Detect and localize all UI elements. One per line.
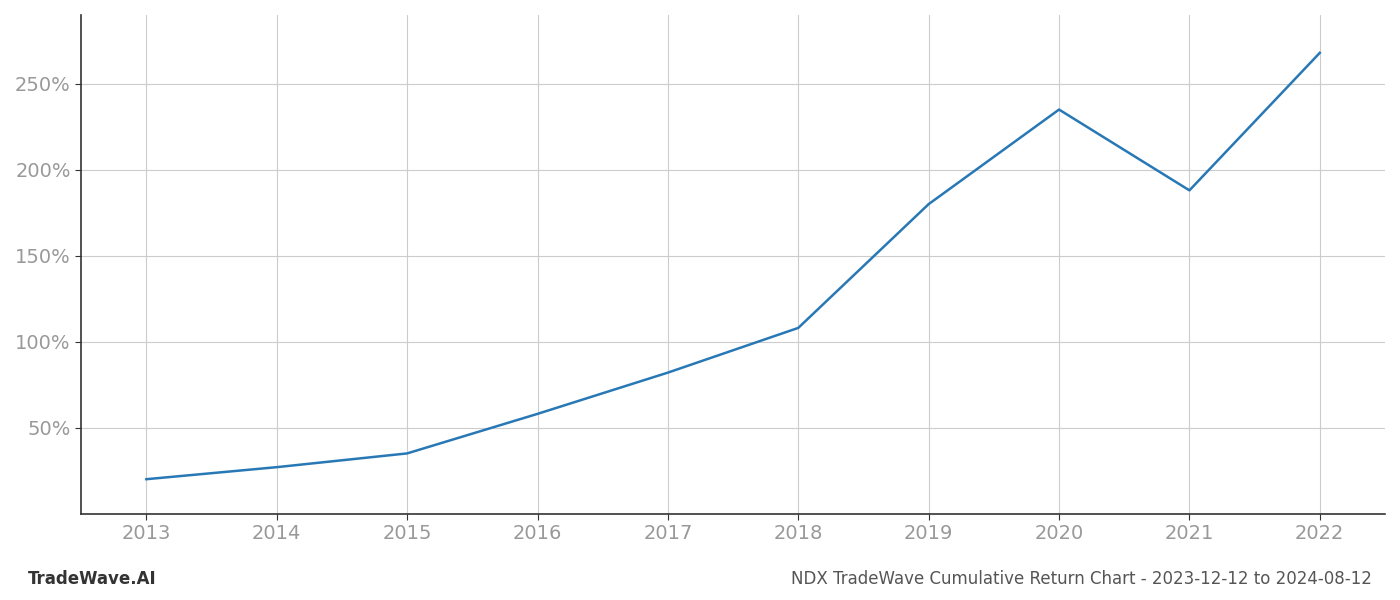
Text: TradeWave.AI: TradeWave.AI [28,570,157,588]
Text: NDX TradeWave Cumulative Return Chart - 2023-12-12 to 2024-08-12: NDX TradeWave Cumulative Return Chart - … [791,570,1372,588]
